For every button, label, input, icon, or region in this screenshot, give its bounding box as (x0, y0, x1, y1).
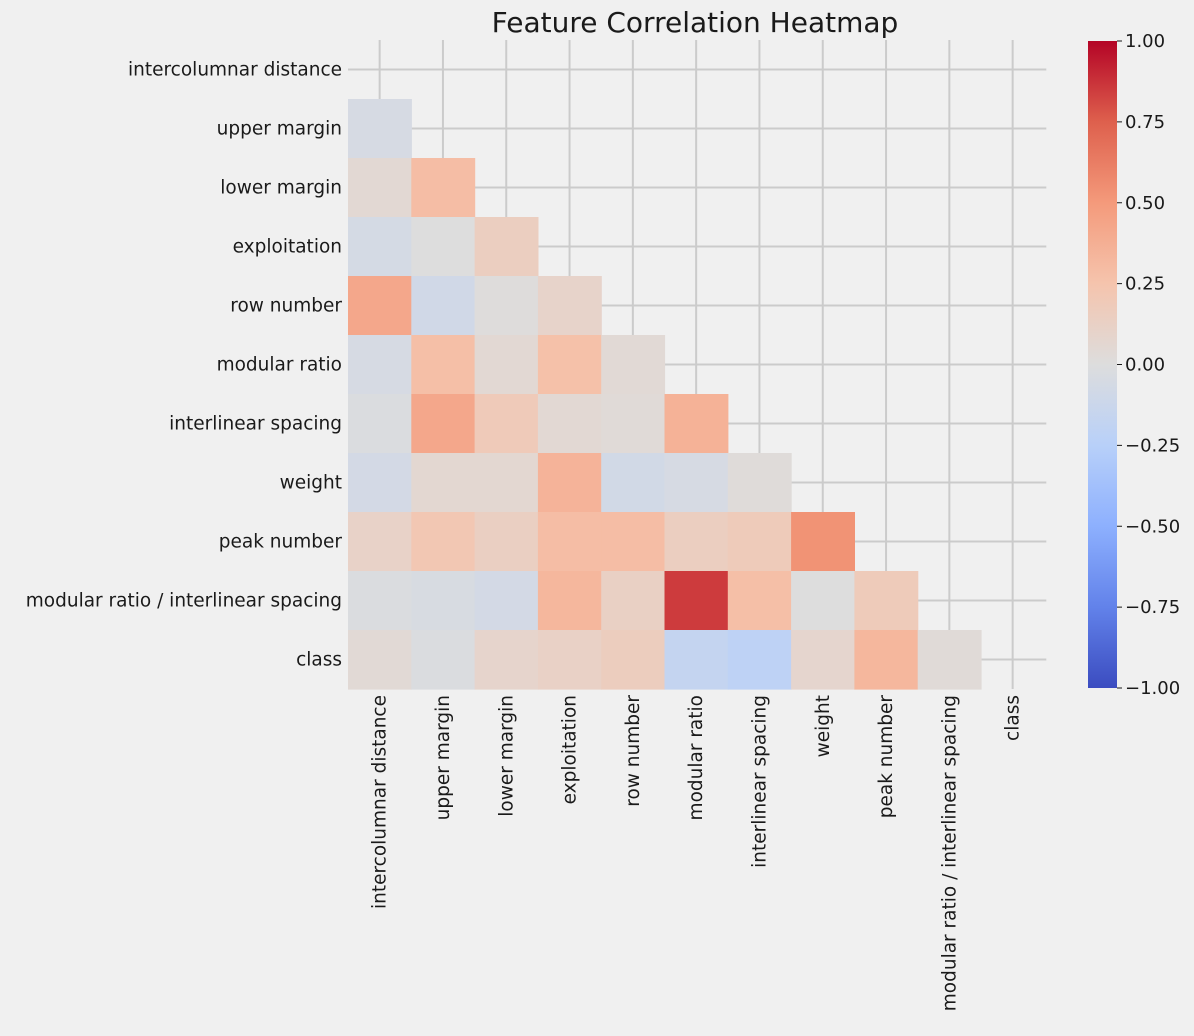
heatmap-cell (474, 453, 539, 513)
heatmap-cell (727, 571, 792, 631)
y-tick-label: modular ratio / interlinear spacing (26, 591, 342, 612)
heatmap-cell (348, 630, 412, 690)
heatmap-cell (474, 394, 539, 454)
y-tick-label: weight (280, 473, 342, 494)
heatmap-cell (474, 276, 539, 336)
heatmap-cell (411, 571, 476, 631)
x-tick-label: peak number (876, 695, 897, 819)
x-tick-label: lower margin (496, 695, 517, 817)
heatmap-cell (411, 453, 476, 513)
heatmap-cell (727, 453, 792, 513)
heatmap-cell (601, 630, 666, 690)
heatmap-cell (664, 394, 729, 454)
heatmap-cell (537, 276, 602, 336)
heatmap-cell (537, 512, 602, 572)
y-tick-label: interlinear spacing (169, 414, 342, 435)
heatmap-cell (348, 99, 412, 159)
heatmap-cell (411, 158, 476, 218)
heatmap-cell (537, 571, 602, 631)
heatmap-cell (411, 217, 476, 277)
heatmap-cell (917, 630, 982, 690)
colorbar-tick-label: −1.00 (1125, 678, 1180, 699)
heatmap-cell (537, 630, 602, 690)
heatmap-cell (727, 630, 792, 690)
colorbar-tick-label: −0.25 (1125, 435, 1180, 456)
x-tick-label: interlinear spacing (749, 695, 770, 868)
heatmap-cell (601, 394, 666, 454)
heatmap-cell (601, 453, 666, 513)
colorbar (1088, 41, 1117, 688)
x-tick-label: row number (623, 695, 644, 807)
y-tick-label: class (296, 650, 342, 671)
heatmap-cell (791, 571, 855, 631)
colorbar-tick-label: 0.75 (1125, 112, 1165, 133)
heatmap-cell (348, 335, 412, 395)
heatmap-cell (601, 571, 666, 631)
colorbar-tick-label: −0.50 (1125, 516, 1180, 537)
y-tick-label: intercolumnar distance (128, 60, 342, 81)
heatmap-cell (348, 571, 412, 631)
y-tick-label: modular ratio (217, 355, 342, 376)
x-tick-label: class (1003, 695, 1024, 741)
y-tick-label: row number (230, 296, 342, 317)
heatmap-cell (537, 453, 602, 513)
colorbar-tick-label: −0.75 (1125, 597, 1180, 618)
heatmap-cell (348, 158, 412, 218)
heatmap-cell (474, 571, 539, 631)
heatmap-cell (348, 512, 412, 572)
heatmap-cell (537, 335, 602, 395)
x-tick-labels: intercolumnar distance upper margin lower … (370, 695, 1024, 1012)
colorbar-tick-label: 0.50 (1125, 193, 1165, 214)
heatmap-cell (601, 335, 666, 395)
heatmap-cell (664, 453, 729, 513)
heatmap-cell (348, 276, 412, 336)
heatmap-cell (664, 571, 729, 631)
y-tick-labels: intercolumnar distance upper margin lower … (26, 60, 343, 671)
heatmap-cell (411, 512, 476, 572)
heatmap-cell (791, 512, 855, 572)
chart-title: Feature Correlation Heatmap (492, 6, 899, 39)
colorbar-tick-label: 0.25 (1125, 274, 1165, 295)
heatmap-cell (474, 512, 539, 572)
colorbar-tick-label: 1.00 (1125, 31, 1165, 52)
heatmap-cell (474, 335, 539, 395)
heatmap-cell (664, 512, 729, 572)
heatmap-cell (727, 512, 792, 572)
heatmap-cell (854, 571, 919, 631)
heatmap-cell (411, 630, 476, 690)
heatmap-cells (348, 99, 982, 690)
y-tick-label: peak number (219, 532, 343, 553)
x-tick-label: modular ratio (686, 695, 707, 820)
x-tick-label: exploitation (560, 695, 581, 804)
x-tick-label: weight (813, 695, 834, 757)
colorbar-tick-label: 0.00 (1125, 355, 1165, 376)
y-tick-label: upper margin (217, 119, 342, 140)
heatmap-cell (411, 335, 476, 395)
heatmap-cell (411, 276, 476, 336)
heatmap-cell (474, 217, 539, 277)
colorbar-ticks: 1.00 0.75 0.50 0.25 0.00 −0.25 −0.50 −0.75 −1.00 (1117, 31, 1180, 699)
heatmap-cell (348, 394, 412, 454)
x-tick-label: modular ratio / interlinear spacing (939, 695, 960, 1011)
heatmap-cell (537, 394, 602, 454)
heatmap-cell (854, 630, 919, 690)
x-tick-label: upper margin (433, 695, 454, 820)
heatmap-cell (348, 453, 412, 513)
heatmap-cell (601, 512, 666, 572)
y-tick-label: exploitation (233, 237, 342, 258)
heatmap-cell (348, 217, 412, 277)
heatmap-cell (791, 630, 855, 690)
heatmap-cell (411, 394, 476, 454)
y-tick-label: lower margin (220, 178, 342, 199)
x-tick-label: intercolumnar distance (370, 695, 391, 909)
heatmap-cell (474, 630, 539, 690)
heatmap-cell (664, 630, 729, 690)
